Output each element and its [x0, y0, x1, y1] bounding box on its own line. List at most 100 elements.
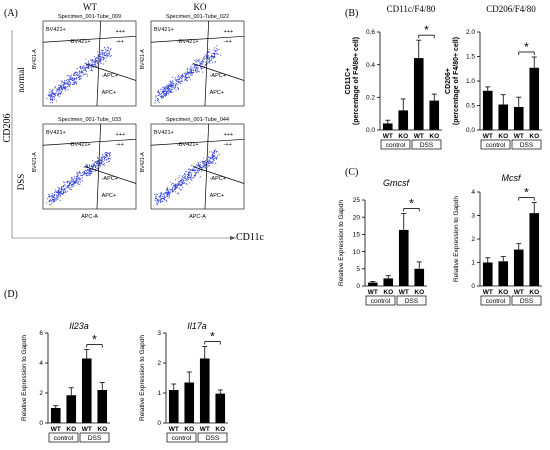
y-axis-label-line1: CD11C+: [345, 68, 352, 95]
flow-dot: [157, 94, 159, 97]
flow-dot: [191, 69, 193, 71]
flow-dot: [64, 181, 66, 184]
flow-dot: [50, 195, 52, 197]
flow-plot-3: Specimen_001-Tube_033 BV421+-BV421+ +++ -++…: [32, 117, 137, 220]
flow-dot: [166, 192, 168, 194]
panel-label-d: (D): [4, 289, 18, 300]
bar: [482, 262, 493, 286]
flow-q-ur1: +++: [224, 132, 234, 138]
flow-dot: [101, 156, 103, 159]
flow-dot: [60, 192, 62, 194]
chart-mcsf: Mcsf Relative Expression to Gapdh 0 1 2 3 4 WT K…: [453, 173, 542, 306]
flow-dot: [168, 197, 170, 199]
y-axis-label-line2: (percentage of F4/80+ cell): [353, 37, 360, 125]
flow-dot: [170, 92, 172, 94]
flow-dot: [214, 154, 216, 156]
flow-dot: [78, 70, 80, 72]
flow-dot: [187, 176, 189, 178]
y-tick-label: 15: [353, 232, 361, 239]
flow-q-ul: BV421+: [154, 27, 174, 33]
flow-dot: [210, 56, 212, 58]
flow-q-um: -BV421+: [69, 39, 91, 45]
flow-dot: [159, 93, 161, 95]
flow-dot: [73, 79, 76, 81]
flow-dot: [189, 79, 191, 81]
group-label-control: control: [371, 298, 391, 305]
flow-dot: [68, 184, 70, 186]
flow-dot: [57, 186, 59, 188]
flow-dot: [186, 177, 188, 179]
flow-dot: [96, 65, 98, 67]
flow-dot: [186, 176, 189, 178]
flow-dot: [177, 87, 179, 89]
bar: [413, 58, 424, 131]
flow-dot: [171, 182, 173, 185]
flow-dot: [75, 80, 77, 82]
flow-dot: [49, 198, 51, 200]
flow-dot: [93, 164, 95, 166]
flow-dot: [205, 162, 207, 164]
flow-dot: [56, 196, 58, 198]
flow-dot: [50, 93, 52, 95]
y-tick-label: 0.0: [466, 127, 475, 134]
flow-dot: [166, 87, 168, 89]
flow-dot: [216, 45, 218, 47]
flow-dot: [92, 159, 94, 161]
bar: [50, 408, 61, 423]
flow-dot: [210, 54, 212, 56]
flow-plot-1: Specimen_001-Tube_009 BV421+-BV421+ +++ -++…: [32, 14, 137, 107]
flow-dot: [205, 163, 207, 165]
flow-dot: [174, 78, 176, 80]
flow-dot: [189, 70, 191, 72]
flow-dot: [75, 82, 77, 84]
flow-dot: [96, 164, 98, 166]
flow-dot: [175, 83, 177, 85]
flow-dot: [159, 201, 162, 203]
flow-dot: [177, 79, 180, 81]
x-tick-label: KO: [529, 133, 539, 140]
flow-dot: [204, 161, 206, 163]
flow-dot: [67, 89, 69, 91]
flow-dot: [52, 201, 54, 203]
flow-dot: [209, 59, 211, 61]
flow-row-dss: DSS: [16, 174, 26, 191]
flow-dot: [182, 174, 184, 177]
significance-star: *: [524, 40, 529, 54]
flow-col-ko: KO: [194, 2, 207, 12]
flow-dot: [49, 89, 51, 91]
y-tick-label: 2: [157, 360, 161, 367]
flow-dot: [48, 91, 50, 93]
flow-dot: [184, 179, 186, 182]
y-axis-label: Relative Expression to Gapdh: [21, 335, 28, 421]
flow-dot: [99, 61, 101, 63]
flow-dot: [193, 175, 195, 177]
flow-dot: [216, 52, 218, 55]
flow-dot: [167, 86, 170, 88]
flow-dot: [55, 88, 57, 90]
flow-dot: [99, 165, 101, 167]
flow-dot: [173, 190, 175, 192]
flow-dot: [58, 194, 60, 196]
flow-dot: [57, 93, 59, 95]
flow-dot: [59, 199, 61, 202]
flow-dot: [88, 170, 90, 172]
flow-dot: [192, 69, 194, 71]
y-tick-label: 0.5: [466, 103, 475, 110]
flow-q-um: -BV421+: [177, 142, 199, 148]
flow-dot: [208, 51, 210, 53]
flow-dot: [170, 191, 172, 193]
flow-dot: [159, 198, 161, 200]
flow-dot: [158, 195, 160, 197]
flow-dot: [53, 194, 55, 197]
flow-q-lr2: APC+: [102, 193, 117, 199]
flow-dot: [177, 184, 179, 186]
flow-dot: [191, 169, 193, 171]
flow-dot: [87, 65, 89, 67]
flow-dot: [67, 184, 69, 186]
flow-dot: [62, 193, 64, 195]
bar: [513, 249, 524, 286]
flow-dot: [190, 74, 192, 76]
flow-dot: [72, 80, 74, 82]
flow-dot: [162, 96, 164, 98]
